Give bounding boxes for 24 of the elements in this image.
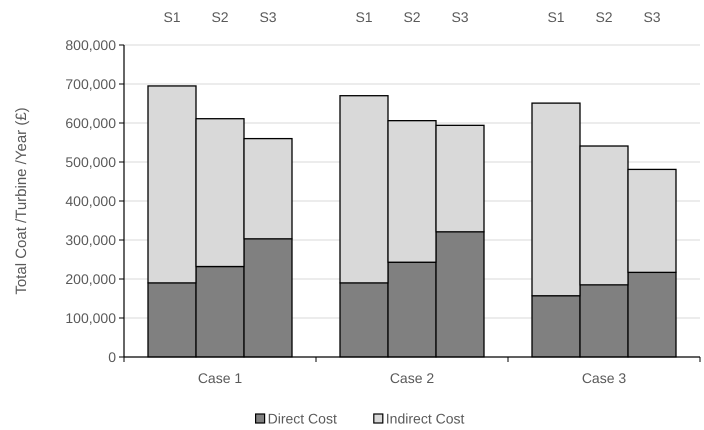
x-tick-label: S1: [547, 9, 565, 25]
y-tick-label: 700,000: [65, 76, 116, 92]
x-tick-label: S2: [595, 9, 613, 25]
text: Case 3: [582, 370, 626, 386]
y-tick-label: 0: [108, 348, 116, 365]
x-tick-label: S1: [355, 9, 373, 25]
y-tick-label: 600,000: [65, 114, 116, 131]
x-tick-label: S3: [643, 9, 661, 25]
y-tick-label: 300,000: [65, 232, 116, 248]
y-tick-label: 400,000: [65, 192, 116, 209]
y-tick-label: 800,000: [65, 36, 116, 53]
x-tick-label: S2: [403, 9, 421, 25]
legend-label: Direct Cost: [268, 410, 337, 426]
x-tick-label: S1: [163, 9, 181, 25]
text: Case 2: [390, 370, 434, 386]
text: Case 1: [198, 370, 242, 386]
y-tick-label: 200,000: [65, 270, 116, 287]
y-axis-title: Total Coat /Turbine /Year (£): [13, 107, 30, 295]
x-tick-label: S3: [259, 9, 277, 25]
x-tick-label: S2: [211, 9, 229, 25]
y-tick-label: 100,000: [65, 310, 116, 326]
x-tick-label: S3: [451, 9, 469, 25]
legend-label: Indirect Cost: [386, 410, 464, 426]
y-tick-label: 500,000: [65, 154, 116, 170]
